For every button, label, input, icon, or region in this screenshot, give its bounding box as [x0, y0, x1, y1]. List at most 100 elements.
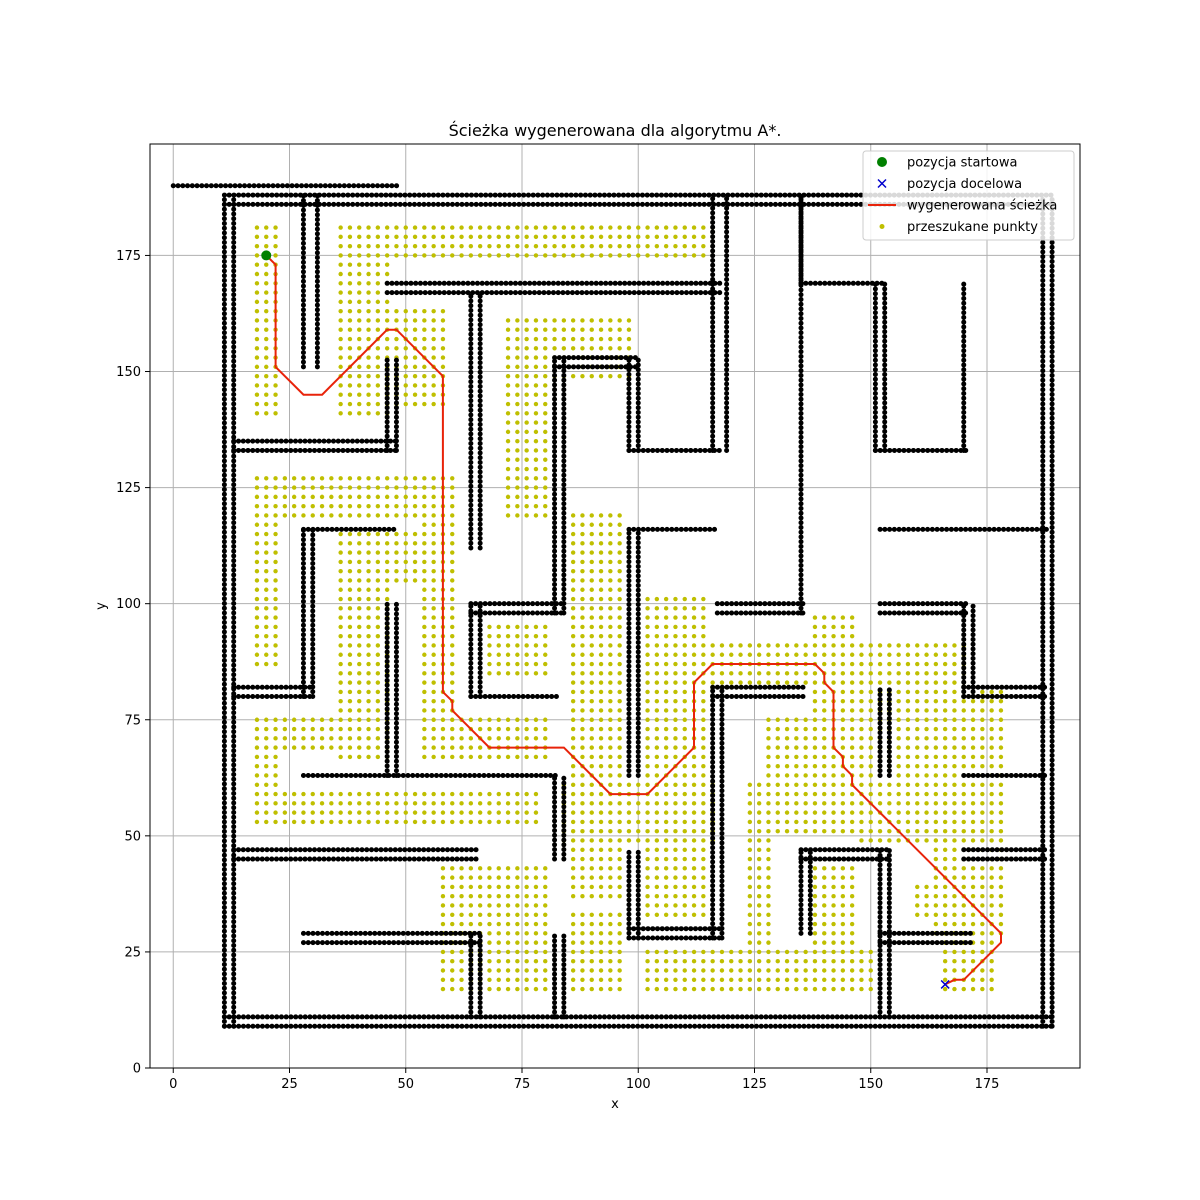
searched-point [756, 875, 762, 880]
searched-point [924, 819, 929, 825]
searched-point [942, 912, 948, 917]
searched-point [915, 643, 920, 648]
searched-point [942, 894, 948, 899]
searched-point [589, 968, 594, 973]
searched-point [645, 754, 650, 760]
searched-point [626, 801, 632, 806]
searched-point [338, 234, 343, 240]
searched-point [310, 476, 315, 481]
y-tick-label: 0 [133, 1062, 141, 1077]
searched-point [840, 726, 846, 732]
searched-point [608, 615, 613, 620]
searched-point [589, 541, 594, 546]
searched-point [933, 680, 939, 685]
searched-point [673, 810, 678, 815]
searched-point [756, 949, 762, 955]
searched-point [756, 671, 762, 676]
searched-point [645, 819, 650, 825]
searched-point [254, 373, 260, 379]
searched-point [440, 810, 446, 815]
searched-point [580, 912, 585, 917]
searched-point [440, 968, 446, 973]
searched-point [496, 903, 501, 908]
searched-point [747, 884, 753, 890]
searched-point [849, 884, 855, 890]
searched-point [868, 671, 873, 676]
searched-point [812, 671, 818, 676]
searched-point [384, 234, 390, 240]
searched-point [645, 225, 650, 230]
searched-point [366, 476, 371, 481]
searched-point [505, 383, 511, 388]
start-marker [261, 250, 272, 261]
searched-point [357, 243, 362, 249]
searched-point [663, 698, 669, 704]
searched-point [896, 819, 901, 825]
searched-point [859, 828, 864, 834]
searched-point [663, 643, 669, 648]
searched-point [273, 791, 278, 797]
searched-point [254, 336, 260, 342]
searched-point [598, 791, 604, 797]
searched-point [589, 606, 594, 611]
searched-point [654, 624, 660, 630]
searched-point [515, 373, 520, 379]
searched-point [412, 355, 418, 360]
searched-point [719, 949, 725, 955]
searched-point [626, 243, 632, 249]
searched-point [673, 736, 678, 741]
searched-point [924, 894, 929, 899]
searched-point [989, 810, 994, 815]
searched-point [496, 736, 501, 741]
searched-point [812, 810, 818, 815]
searched-point [608, 828, 613, 834]
searched-point [747, 856, 753, 862]
searched-point [756, 894, 762, 899]
searched-point [812, 791, 818, 797]
searched-point [617, 587, 622, 592]
searched-point [450, 875, 455, 880]
searched-point [598, 541, 604, 546]
searched-point [645, 726, 650, 732]
searched-point [877, 791, 883, 797]
searched-point [357, 801, 362, 806]
searched-point [347, 234, 353, 240]
searched-point [264, 494, 269, 500]
searched-point [338, 791, 343, 797]
searched-point [357, 541, 362, 546]
searched-point [719, 959, 725, 964]
searched-point [608, 606, 613, 611]
searched-point [347, 476, 353, 481]
searched-point [533, 457, 539, 462]
searched-point [254, 559, 260, 565]
searched-point [533, 503, 539, 509]
searched-point [608, 717, 613, 722]
searched-point [375, 624, 381, 630]
searched-point [459, 754, 464, 760]
searched-point [570, 541, 576, 546]
searched-point [942, 866, 948, 871]
searched-point [357, 476, 362, 481]
searched-point [366, 568, 371, 574]
searched-point [570, 615, 576, 620]
searched-point [849, 754, 855, 760]
searched-point [459, 912, 464, 917]
searched-point [924, 884, 929, 890]
searched-point [422, 680, 427, 685]
searched-point [868, 726, 873, 732]
searched-point [310, 513, 315, 518]
searched-point [570, 968, 576, 973]
searched-point [924, 698, 929, 704]
searched-point [264, 810, 269, 815]
searched-point [580, 959, 585, 964]
searched-point [608, 652, 613, 657]
searched-point [840, 633, 846, 639]
searched-point [608, 838, 613, 843]
searched-point [515, 931, 520, 936]
searched-point [691, 243, 697, 249]
searched-point [357, 262, 362, 267]
searched-point [896, 698, 901, 704]
searched-point [543, 476, 548, 481]
searched-point [924, 726, 929, 732]
maze-walls [170, 183, 1055, 1029]
